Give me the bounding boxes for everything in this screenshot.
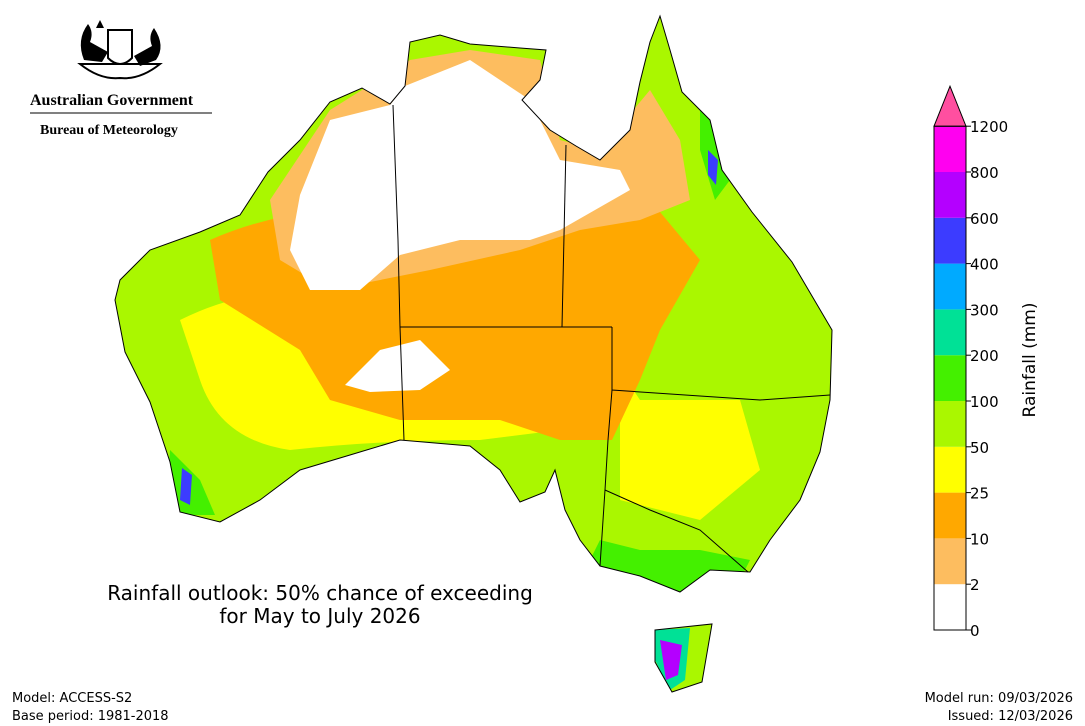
legend-bin bbox=[934, 492, 966, 539]
legend-label: Rainfall (mm) bbox=[1020, 303, 1040, 418]
government-name: Australian Government bbox=[30, 92, 194, 109]
map-region bbox=[700, 100, 730, 200]
legend-tick-label: 800 bbox=[970, 164, 999, 182]
legend-bin bbox=[934, 401, 966, 447]
legend-tick-label: 300 bbox=[970, 301, 999, 319]
legend-tick-label: 400 bbox=[970, 256, 999, 274]
legend-bin bbox=[934, 355, 966, 401]
legend-bin bbox=[934, 538, 966, 585]
map-region bbox=[660, 640, 682, 680]
legend-bin bbox=[934, 584, 966, 630]
model-text: Model: ACCESS-S2 bbox=[12, 691, 132, 706]
map-title: Rainfall outlook: 50% chance of exceedin… bbox=[107, 581, 533, 605]
map-region bbox=[180, 468, 192, 505]
model-run-text: Model run: 09/03/2026 bbox=[925, 691, 1073, 706]
rainfall-map bbox=[115, 16, 832, 692]
legend-bin bbox=[934, 309, 966, 356]
agency-name: Bureau of Meteorology bbox=[40, 123, 178, 138]
coastline bbox=[114, 14, 833, 693]
crest bbox=[77, 20, 163, 80]
state-borders bbox=[392, 104, 831, 573]
issued-text: Issued: 12/03/2026 bbox=[948, 709, 1073, 724]
legend-frame bbox=[933, 125, 967, 631]
legend-tick-label: 600 bbox=[970, 210, 999, 228]
legend-bin bbox=[934, 126, 966, 172]
base-period-text: Base period: 1981-2018 bbox=[12, 709, 169, 724]
legend-tick-label: 50 bbox=[970, 439, 989, 457]
map-title: for May to July 2026 bbox=[219, 604, 420, 628]
map-region bbox=[345, 340, 450, 392]
map-region bbox=[620, 400, 760, 520]
legend-tick-label: 2 bbox=[970, 576, 980, 594]
map-region bbox=[708, 150, 718, 185]
legend-tick-label: 100 bbox=[970, 393, 999, 411]
legend-bin bbox=[934, 217, 966, 264]
legend-extend bbox=[933, 84, 967, 127]
legend-tick-label: 25 bbox=[970, 485, 989, 503]
legend-bin bbox=[934, 263, 966, 310]
legend-tick-label: 0 bbox=[970, 622, 980, 640]
map-region bbox=[290, 60, 630, 290]
legend-tick-label: 1200 bbox=[970, 118, 1008, 136]
legend-tick-label: 200 bbox=[970, 347, 999, 365]
legend-tick-label: 10 bbox=[970, 530, 989, 548]
legend-bin bbox=[934, 446, 966, 493]
legend-bin bbox=[934, 172, 966, 218]
